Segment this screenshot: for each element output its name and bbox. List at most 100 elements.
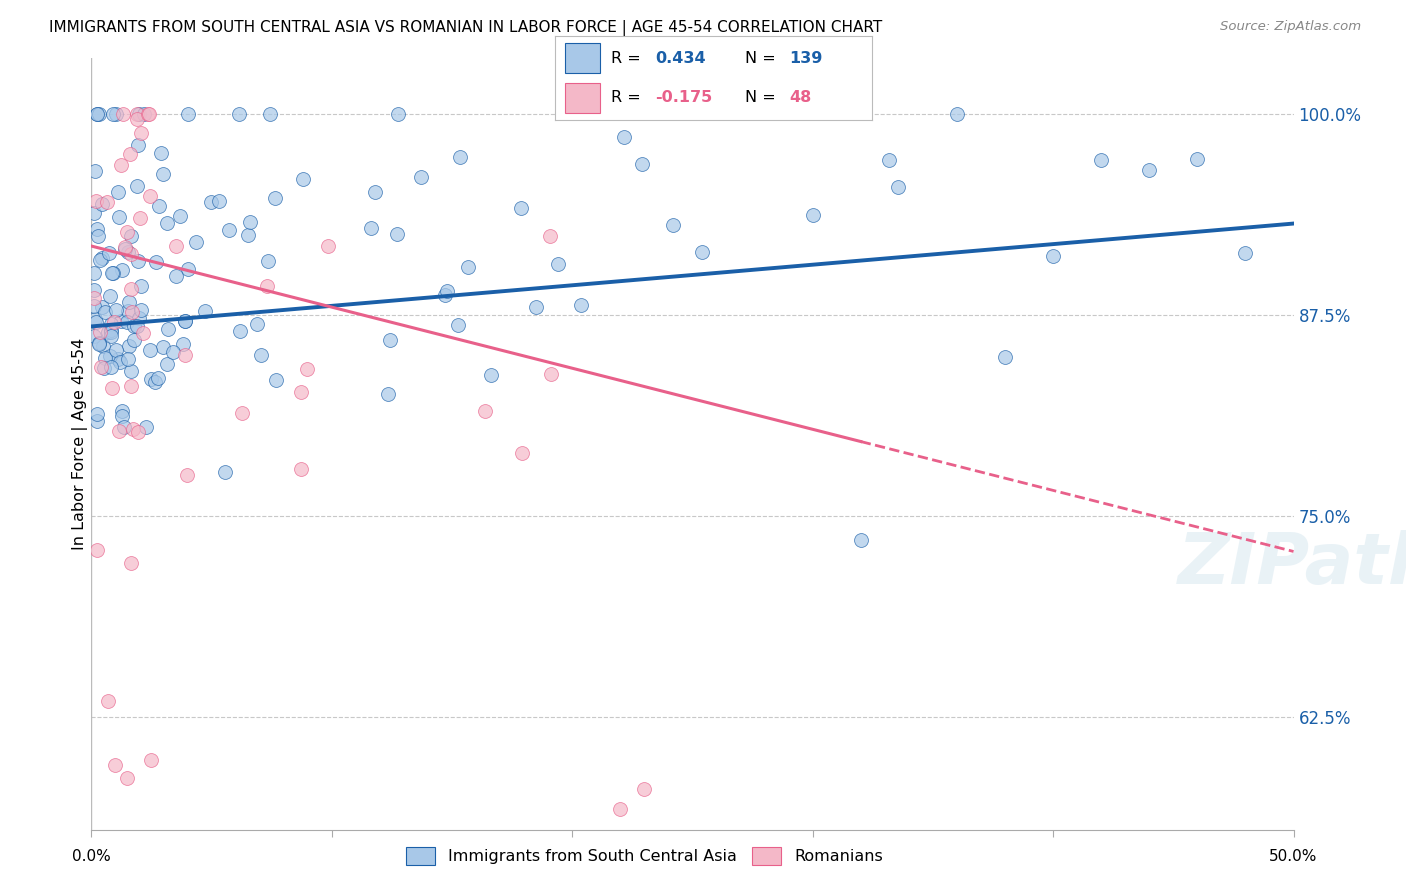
Point — [145, 255, 167, 269]
Point — [107, 185, 129, 199]
Point — [290, 384, 312, 399]
Point — [411, 169, 433, 184]
Point — [120, 228, 142, 243]
Point — [87, 107, 110, 121]
Point — [136, 107, 159, 121]
Point — [107, 352, 129, 367]
Point — [127, 254, 149, 268]
Point — [849, 533, 872, 548]
Point — [97, 326, 120, 340]
Point — [103, 266, 125, 280]
Text: R =: R = — [610, 51, 645, 66]
Point — [86, 221, 108, 235]
Point — [100, 360, 122, 375]
Point — [98, 246, 121, 260]
Point — [129, 302, 152, 317]
Text: 50.0%: 50.0% — [1270, 849, 1317, 863]
Point — [228, 107, 250, 121]
Point — [479, 368, 502, 383]
Point — [165, 268, 187, 283]
Point — [148, 199, 170, 213]
Point — [1234, 245, 1257, 260]
Point — [318, 239, 340, 253]
Point — [96, 194, 118, 209]
Point — [91, 300, 114, 314]
Point — [125, 179, 148, 194]
Point — [117, 352, 139, 367]
Point — [1090, 153, 1112, 167]
Point — [218, 222, 240, 236]
Legend: Immigrants from South Central Asia, Romanians: Immigrants from South Central Asia, Roma… — [399, 840, 889, 871]
Point — [457, 260, 479, 274]
Point — [104, 303, 127, 318]
Point — [101, 107, 124, 121]
Point — [91, 197, 114, 211]
Point — [127, 112, 149, 126]
Point — [128, 107, 150, 121]
Point — [156, 216, 179, 230]
Point — [264, 373, 287, 387]
Point — [104, 343, 127, 357]
Point — [111, 403, 134, 417]
Point — [98, 288, 121, 302]
Point — [118, 294, 141, 309]
Point — [146, 371, 169, 385]
Point — [114, 240, 136, 254]
Point — [127, 137, 149, 152]
Point — [613, 130, 636, 145]
Point — [115, 315, 138, 329]
Point — [631, 157, 654, 171]
Point — [86, 543, 108, 558]
Point — [100, 328, 122, 343]
Point — [120, 379, 142, 393]
Point — [690, 244, 713, 259]
Point — [662, 218, 685, 232]
Point — [83, 299, 105, 313]
Point — [264, 191, 287, 205]
Point — [208, 194, 231, 209]
Point — [90, 251, 112, 265]
Point — [474, 403, 496, 417]
Point — [295, 362, 318, 376]
Point — [194, 304, 217, 318]
Point — [165, 239, 187, 253]
Point — [139, 189, 162, 203]
Point — [122, 422, 145, 436]
Point — [291, 172, 314, 186]
Point — [200, 194, 222, 209]
Point — [132, 326, 155, 340]
Point — [214, 465, 236, 479]
Point — [176, 467, 198, 482]
Point — [112, 419, 135, 434]
Text: 0.0%: 0.0% — [72, 849, 111, 863]
Text: N =: N = — [745, 51, 782, 66]
Point — [122, 333, 145, 347]
Point — [131, 126, 153, 140]
Point — [249, 348, 271, 362]
Point — [86, 107, 108, 121]
Point — [877, 153, 900, 167]
Point — [177, 261, 200, 276]
Point — [120, 364, 142, 378]
Point — [112, 107, 135, 121]
Point — [364, 185, 387, 199]
Point — [377, 387, 399, 401]
Point — [121, 305, 143, 319]
Point — [152, 340, 174, 354]
Point — [387, 107, 409, 121]
Text: ZIPatlas: ZIPatlas — [1178, 530, 1406, 599]
Point — [887, 180, 910, 194]
Point — [256, 278, 278, 293]
Point — [231, 406, 253, 420]
Point — [1137, 163, 1160, 178]
Point — [93, 360, 115, 375]
Point — [110, 157, 132, 171]
Point — [118, 339, 141, 353]
Point — [143, 375, 166, 389]
Point — [91, 339, 114, 353]
Point — [87, 336, 110, 351]
Point — [172, 337, 194, 351]
Point — [946, 107, 969, 121]
Point — [139, 372, 162, 386]
Point — [129, 211, 152, 226]
